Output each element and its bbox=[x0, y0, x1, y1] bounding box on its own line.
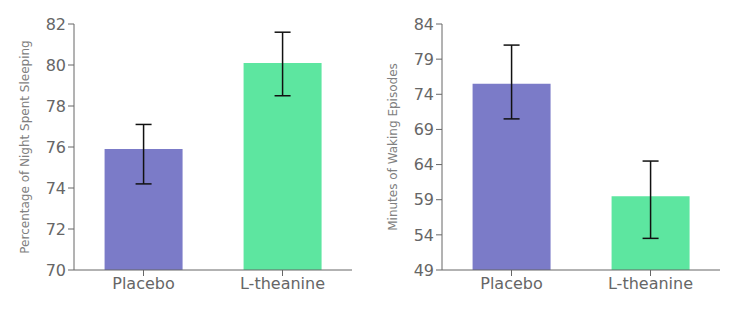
svg-text:72: 72 bbox=[46, 220, 66, 239]
svg-text:Placebo: Placebo bbox=[480, 274, 542, 293]
svg-text:84: 84 bbox=[414, 15, 434, 34]
svg-text:59: 59 bbox=[414, 190, 434, 209]
svg-text:L-theanine: L-theanine bbox=[608, 274, 693, 293]
svg-text:78: 78 bbox=[46, 97, 66, 116]
svg-text:49: 49 bbox=[414, 261, 434, 280]
svg-text:74: 74 bbox=[414, 85, 434, 104]
svg-text:76: 76 bbox=[46, 138, 66, 157]
svg-text:64: 64 bbox=[414, 155, 434, 174]
svg-text:Placebo: Placebo bbox=[112, 274, 174, 293]
svg-text:Percentage of Night Spent Slee: Percentage of Night Spent Sleeping bbox=[18, 40, 32, 253]
svg-text:54: 54 bbox=[414, 226, 434, 245]
svg-text:79: 79 bbox=[414, 50, 434, 69]
svg-text:82: 82 bbox=[46, 15, 66, 34]
svg-text:L-theanine: L-theanine bbox=[240, 274, 325, 293]
svg-text:70: 70 bbox=[46, 261, 66, 280]
svg-text:69: 69 bbox=[414, 120, 434, 139]
svg-text:80: 80 bbox=[46, 56, 66, 75]
svg-text:74: 74 bbox=[46, 179, 66, 198]
svg-text:Minutes of Waking Episodes: Minutes of Waking Episodes bbox=[386, 63, 400, 231]
